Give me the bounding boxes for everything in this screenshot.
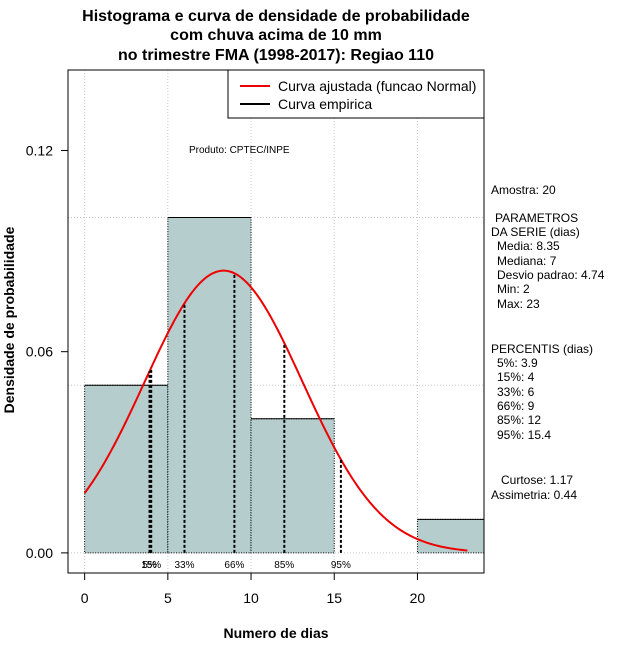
chart-title-line-1: Histograma e curva de densidade de proba… [82, 8, 470, 25]
x-tick-label-0: 0 [81, 590, 89, 606]
normal-curve [83, 269, 468, 552]
y-tick-label-2: 0.12 [26, 142, 53, 158]
x-tick-label-4: 20 [410, 590, 426, 606]
x-tick-label-3: 15 [326, 590, 342, 606]
percentile-label-2: 33% [174, 560, 194, 571]
histogram-bars [84, 217, 485, 554]
legend-label-normal: Curva ajustada (funcao Normal) [278, 78, 476, 94]
legend-box [227, 69, 485, 119]
stat-perc-header: PERCENTIS (dias) [491, 342, 593, 356]
percentile-label-4: 85% [274, 560, 294, 571]
histogram-bar-4 [416, 518, 485, 554]
stat-curtose: Curtose: 1.17 [501, 473, 573, 487]
stat-p33: 33%: 6 [497, 385, 535, 399]
x-axis-label: Numero de dias [223, 625, 328, 641]
stat-mediana: Mediana: 7 [497, 254, 557, 268]
stat-p95: 95%: 15.4 [497, 428, 551, 442]
stat-param-header-2: DA SERIE (dias) [491, 225, 580, 239]
x-tick-label-1: 5 [164, 590, 172, 606]
x-tick-label-2: 10 [243, 590, 259, 606]
percentile-label-3: 66% [224, 560, 244, 571]
histogram-bar-0 [84, 384, 169, 554]
y-tick-label-0: 0.00 [26, 545, 53, 561]
stat-p85: 85%: 12 [497, 413, 541, 427]
stat-min: Min: 2 [497, 282, 530, 296]
stat-desvio: Desvio padrao: 4.74 [497, 268, 605, 282]
product-annotation: Produto: CPTEC/INPE [189, 145, 290, 156]
y-axis-label: Densidade de probabilidade [1, 226, 17, 413]
stat-p66: 66%: 9 [497, 399, 535, 413]
histogram-bar-2 [250, 418, 335, 554]
stat-assimetria: Assimetria: 0.44 [491, 488, 577, 502]
chart-title-line-3: no trimestre FMA (1998-2017): Regiao 110 [118, 47, 434, 64]
stat-amostra: Amostra: 20 [491, 183, 556, 197]
percentile-label-0: 5% [142, 560, 157, 571]
percentile-lines: 5%15% 33% 66% 85% 95% [141, 273, 351, 571]
stat-media: Media: 8.35 [497, 239, 560, 253]
percentile-label-1: 15% [141, 560, 161, 571]
stats-panel: Amostra: 20 PARAMETROS DA SERIE (dias) M… [491, 183, 605, 502]
stat-p5: 5%: 3.9 [497, 356, 538, 370]
legend: Curva ajustada (funcao Normal) Curva emp… [227, 69, 485, 119]
percentile-label-5: 95% [331, 560, 351, 571]
axis-ticks: 0 5 10 15 20 0.00 0.06 0.12 [26, 142, 426, 606]
stat-max: Max: 23 [497, 297, 540, 311]
legend-label-empirical: Curva empirica [278, 96, 372, 112]
stat-p15: 15%: 4 [497, 370, 535, 384]
stat-param-header-1: PARAMETROS [495, 211, 578, 225]
chart-title-line-2: com chuva acima de 10 mm [170, 27, 382, 44]
y-tick-label-1: 0.06 [26, 344, 53, 360]
normal-curve-layer [83, 269, 468, 552]
histogram-bar-1 [167, 217, 252, 554]
